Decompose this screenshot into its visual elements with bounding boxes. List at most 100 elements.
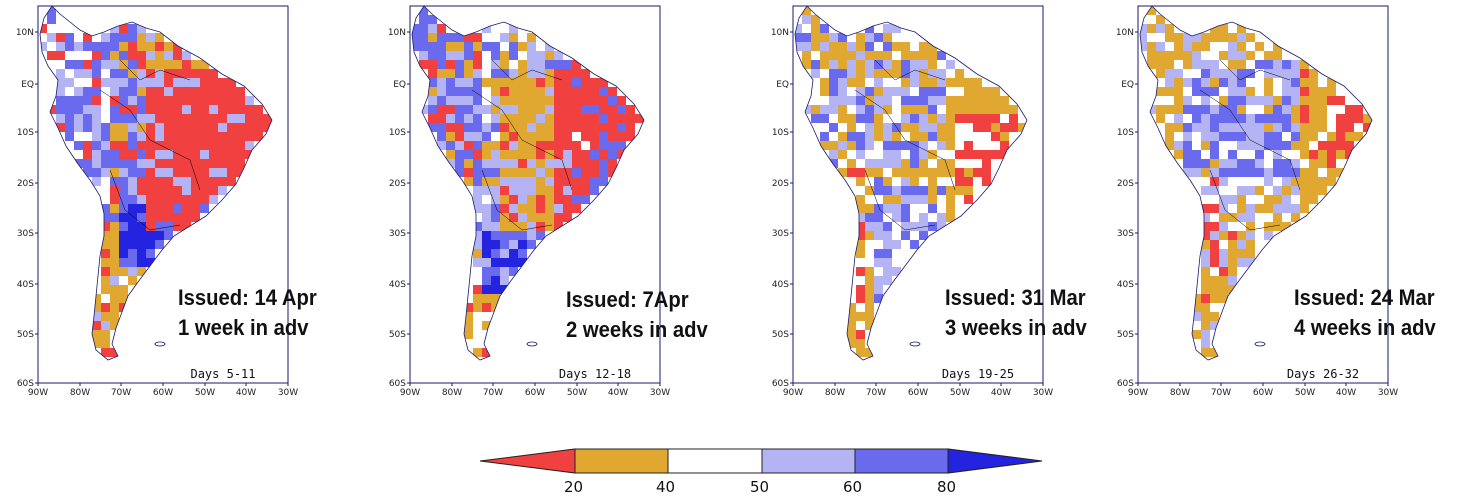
grid-cell (856, 105, 865, 114)
grid-cell (1264, 141, 1273, 150)
grid-cell (500, 240, 509, 249)
grid-cell (518, 258, 527, 267)
lon-tick-label: 60W (153, 388, 173, 398)
grid-cell (1219, 114, 1228, 123)
grid-cell (500, 195, 509, 204)
grid-cell (491, 267, 500, 276)
grid-cell (527, 96, 536, 105)
grid-cell (83, 141, 92, 150)
grid-cell (128, 240, 137, 249)
grid-cell (865, 222, 874, 231)
grid-cell (446, 42, 455, 51)
lon-tick-label: 30W (1378, 388, 1398, 398)
grid-cell (1246, 258, 1255, 267)
lon-tick-label: 90W (1128, 388, 1148, 398)
grid-cell (119, 123, 128, 132)
grid-cell (173, 213, 182, 222)
grid-cell (164, 60, 173, 69)
grid-cell (500, 87, 509, 96)
grid-cell (1201, 312, 1210, 321)
grid-cell (1210, 141, 1219, 150)
grid-cell (173, 186, 182, 195)
colorbar-label: 40 (656, 478, 676, 496)
grid-cell (1309, 150, 1318, 159)
grid-cell (1264, 69, 1273, 78)
grid-cell (464, 69, 473, 78)
grid-cell (74, 159, 83, 168)
grid-cell (1246, 186, 1255, 195)
grid-cell (964, 195, 973, 204)
lon-tick-label: 40W (608, 388, 628, 398)
grid-cell (536, 213, 545, 222)
grid-cell (1318, 150, 1327, 159)
grid-cell (847, 123, 856, 132)
grid-cell (865, 303, 874, 312)
grid-cell (572, 78, 581, 87)
grid-cell (119, 231, 128, 240)
grid-cell (910, 123, 919, 132)
grid-cell (856, 96, 865, 105)
grid-cell (74, 60, 83, 69)
grid-cell (200, 159, 209, 168)
grid-cell (536, 87, 545, 96)
grid-cell (110, 195, 119, 204)
grid-cell (173, 195, 182, 204)
grid-cell (1237, 105, 1246, 114)
grid-cell (518, 123, 527, 132)
grid-cell (218, 186, 227, 195)
grid-cell (209, 186, 218, 195)
grid-cell (1219, 105, 1228, 114)
grid-cell (146, 150, 155, 159)
grid-cell (1246, 141, 1255, 150)
grid-cell (56, 51, 65, 60)
grid-cell (518, 132, 527, 141)
grid-cell (527, 222, 536, 231)
grid-cell (563, 213, 572, 222)
island-outline (526, 341, 538, 347)
grid-cell (455, 168, 464, 177)
grid-cell (92, 60, 101, 69)
grid-cell (137, 222, 146, 231)
grid-cell (527, 177, 536, 186)
grid-cell (482, 321, 491, 330)
grid-cell (1300, 78, 1309, 87)
grid-cell (1165, 141, 1174, 150)
grid-cell (527, 69, 536, 78)
grid-cell (455, 60, 464, 69)
lat-tick-label: 10N (771, 28, 789, 38)
grid-cell (1156, 24, 1165, 33)
grid-cell (937, 69, 946, 78)
grid-cell (865, 141, 874, 150)
grid-cell (554, 213, 563, 222)
grid-cell (464, 96, 473, 105)
grid-cell (92, 105, 101, 114)
grid-cell (146, 51, 155, 60)
grid-cell (991, 123, 1000, 132)
grid-cell (590, 78, 599, 87)
grid-cell (200, 60, 209, 69)
grid-cell (218, 150, 227, 159)
grid-cell (1237, 249, 1246, 258)
grid-cell (856, 231, 865, 240)
lon-tick-label: 70W (866, 388, 886, 398)
grid-cell (838, 105, 847, 114)
grid-cell (428, 96, 437, 105)
grid-cell (482, 24, 491, 33)
grid-cell (1140, 24, 1147, 33)
lon-tick-label: 60W (1253, 388, 1273, 398)
grid-cell (1237, 114, 1246, 123)
grid-cell (982, 150, 991, 159)
grid-cell (491, 78, 500, 87)
grid-cell (1273, 51, 1282, 60)
grid-cell (128, 123, 137, 132)
grid-cell (838, 87, 847, 96)
lon-tick-label: 40W (236, 388, 256, 398)
grid-cell (509, 195, 518, 204)
grid-cell (536, 60, 545, 69)
grid-cell (518, 195, 527, 204)
grid-cell (865, 348, 874, 357)
grid-cell (473, 33, 482, 42)
grid-cell (110, 141, 119, 150)
grid-cell (1219, 33, 1228, 42)
grid-cell (1336, 123, 1345, 132)
